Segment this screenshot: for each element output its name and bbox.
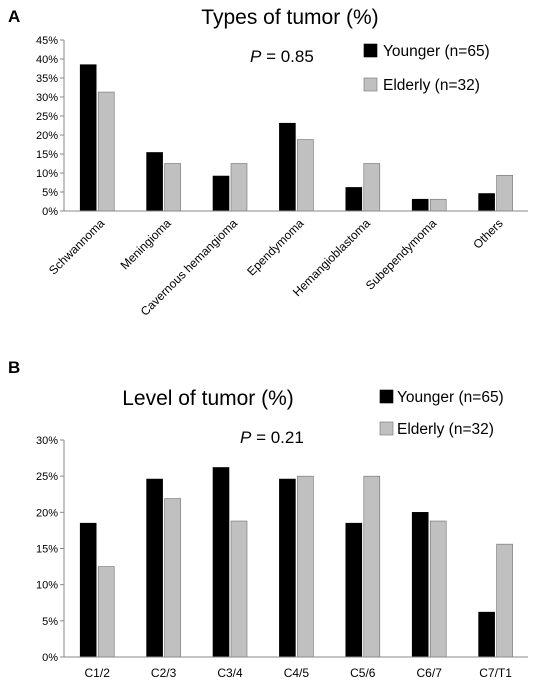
panel-b-bar-younger xyxy=(279,478,296,658)
panel-b-category-label: C1/2 xyxy=(85,666,111,680)
panel-b-category-label: C4/5 xyxy=(284,666,310,680)
legend-swatch-elderly xyxy=(379,421,394,436)
panel-b-category-label: C2/3 xyxy=(151,666,177,680)
panel-b-legend: Younger (n=65) Elderly (n=32) xyxy=(379,389,504,438)
panel-b-letter: B xyxy=(8,358,20,377)
panel-a-bar-younger xyxy=(478,193,495,212)
panel-b-category-label: C7/T1 xyxy=(479,666,512,680)
panel-a-y-tick-label: 20% xyxy=(36,130,58,142)
panel-a-y-tick-label: 15% xyxy=(36,149,58,161)
panel-b-y-tick-label: 15% xyxy=(36,544,58,556)
panel-a-p-value: P = 0.85 xyxy=(250,47,314,66)
panel-a-bar-elderly xyxy=(297,139,314,212)
legend-swatch-younger xyxy=(363,43,378,58)
panel-a-bar-elderly xyxy=(230,163,248,212)
panel-a-title: Types of tumor (%) xyxy=(201,6,378,29)
panel-a-chart: A Types of tumor (%) P = 0.85 Younger (n… xyxy=(8,6,528,319)
panel-b-bar-younger xyxy=(345,522,363,658)
panel-a-y-tick-label: 0% xyxy=(42,206,58,218)
panel-a-bar-elderly xyxy=(363,163,381,212)
panel-b-p-value: P = 0.21 xyxy=(240,428,304,447)
panel-b-bar-younger xyxy=(79,522,97,658)
panel-b-bar-younger xyxy=(212,467,230,658)
panel-a-category-label: Meningioma xyxy=(118,216,174,272)
panel-b-bar-elderly xyxy=(164,498,181,658)
panel-b-bars xyxy=(79,467,513,658)
panel-a-bar-elderly xyxy=(429,198,447,212)
panel-a-bar-elderly xyxy=(496,174,513,212)
panel-b-bar-elderly xyxy=(297,475,314,658)
panel-a-bar-elderly xyxy=(97,91,115,212)
legend-label-younger: Younger (n=65) xyxy=(383,43,490,60)
panel-b-bar-younger xyxy=(146,478,163,658)
panel-a-bar-younger xyxy=(345,187,363,212)
panel-a-bar-elderly xyxy=(164,163,181,212)
panel-a-bars xyxy=(79,64,513,212)
panel-b-category-label: C5/6 xyxy=(350,666,376,680)
panel-b-title: Level of tumor (%) xyxy=(122,387,294,410)
legend-label-elderly: Elderly (n=32) xyxy=(383,77,480,94)
panel-a-y-tick-label: 35% xyxy=(36,73,58,85)
legend-swatch-elderly xyxy=(363,77,378,92)
legend-swatch-younger xyxy=(379,389,394,404)
panel-b-chart: B Level of tumor (%) P = 0.21 Younger (n… xyxy=(8,358,528,680)
panel-b-bar-elderly xyxy=(429,520,447,658)
panel-b-y-tick-label: 10% xyxy=(36,580,58,592)
panel-a-y-tick-label: 25% xyxy=(36,111,58,123)
panel-b-category-label: C3/4 xyxy=(217,666,243,680)
panel-a-legend: Younger (n=65) Elderly (n=32) xyxy=(363,43,490,94)
panel-b-y-ticks: 0% 5% 10% 15% 20% 25% 30% xyxy=(36,435,64,664)
panel-b-bar-younger xyxy=(478,611,495,658)
legend-label-younger: Younger (n=65) xyxy=(397,389,504,406)
legend-label-elderly: Elderly (n=32) xyxy=(397,421,494,438)
panel-a-y-tick-label: 5% xyxy=(42,187,58,199)
panel-a-y-tick-label: 30% xyxy=(36,92,58,104)
panel-b-y-tick-label: 20% xyxy=(36,507,58,519)
panel-a-letter: A xyxy=(8,7,20,26)
panel-b-y-tick-label: 30% xyxy=(36,435,58,447)
panel-b-category-label: C6/7 xyxy=(417,666,443,680)
panel-a-bar-younger xyxy=(212,175,230,212)
panel-a-bar-younger xyxy=(279,122,296,212)
panel-b-bar-elderly xyxy=(97,566,115,658)
panel-b-bar-elderly xyxy=(496,543,513,658)
panel-b-y-tick-label: 0% xyxy=(42,652,58,664)
panel-a-category-label: Others xyxy=(470,216,505,251)
panel-a-y-ticks: 0% 5% 10% 15% 20% 25% 30% 35% 40% 45% xyxy=(36,35,64,218)
panel-a-y-tick-label: 10% xyxy=(36,168,58,180)
panel-b-x-labels: C1/2 C2/3 C3/4 C4/5 C5/6 C6/7 C7/T1 xyxy=(85,666,513,680)
panel-a-bar-younger xyxy=(411,198,429,212)
panel-b-bar-elderly xyxy=(230,520,248,658)
panel-b-y-tick-label: 5% xyxy=(42,616,58,628)
panel-b-bar-elderly xyxy=(363,475,381,658)
panel-a-bar-younger xyxy=(79,64,97,212)
panel-a-category-label: Schwannoma xyxy=(46,216,108,278)
panel-b-bar-younger xyxy=(411,512,429,658)
panel-a-bar-younger xyxy=(146,152,163,212)
panel-a-category-label: Subependymoma xyxy=(363,216,440,293)
panel-b-y-tick-label: 25% xyxy=(36,471,58,483)
panel-a-y-tick-label: 45% xyxy=(36,35,58,47)
panel-a-category-label: Ependymoma xyxy=(244,216,306,278)
panel-a-y-tick-label: 40% xyxy=(36,54,58,66)
